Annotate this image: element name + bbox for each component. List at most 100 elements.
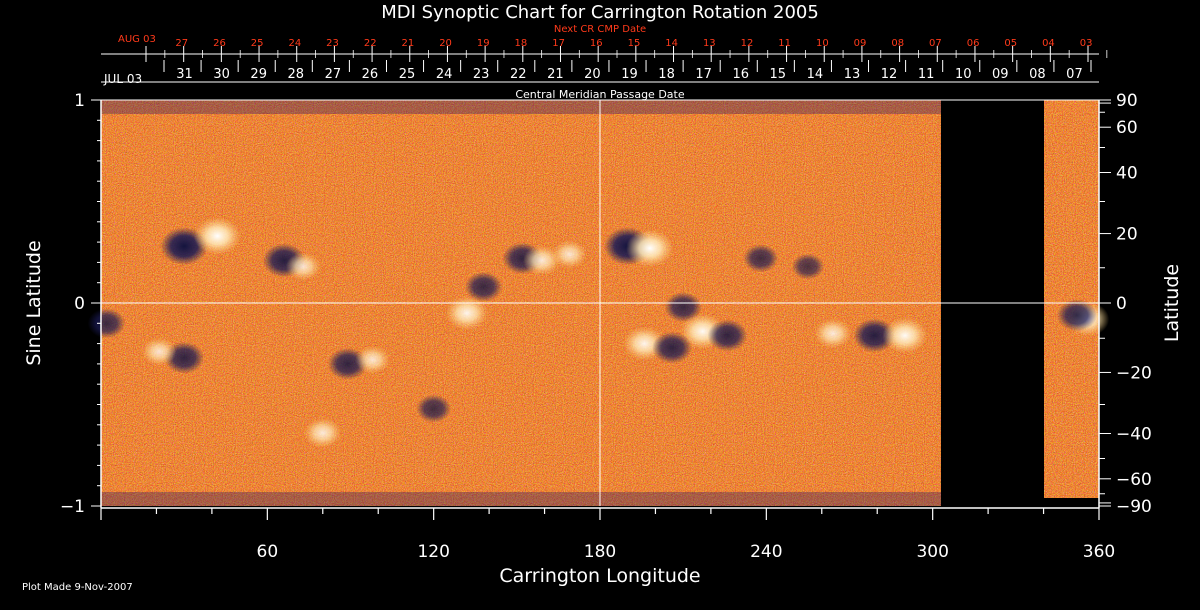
next-cr-date-label: 23: [326, 38, 339, 49]
region-negative-15: [652, 331, 693, 364]
region-negative-26: [1056, 299, 1097, 332]
x-tick-label: 120: [417, 542, 449, 562]
region-positive-7: [523, 245, 561, 276]
next-cr-date-label: 14: [665, 38, 678, 49]
y-tick-label-right: 0: [1116, 294, 1127, 314]
next-cr-date-label: 15: [628, 38, 641, 49]
cmp-date-label: 12: [881, 67, 898, 82]
cmp-date-label: 16: [732, 67, 749, 82]
cmp-date-label: 28: [288, 67, 305, 82]
cmp-date-label: 15: [770, 67, 787, 82]
polar-band-0: [101, 100, 941, 114]
date-axes: AUG 03 27 26 25 24 23 22 21 20 19 18 17 16 15 14 13 12 11…: [101, 34, 1108, 86]
active-regions: [87, 100, 1110, 506]
region-negative-27: [743, 244, 779, 273]
region-positive-20: [141, 337, 177, 366]
y-tick-label-left: −1: [60, 497, 85, 517]
y-tick-label-right: 90: [1116, 91, 1138, 111]
cmp-date-label: 24: [436, 67, 453, 82]
cmp-date-label: 25: [399, 67, 416, 82]
region-negative-28: [791, 253, 825, 280]
y-tick-label-right: 40: [1116, 164, 1138, 184]
y-tick-label-right: −40: [1116, 424, 1152, 444]
cmp-date-label: 14: [807, 67, 824, 82]
y-axis-title-right: Latitude: [1161, 264, 1183, 342]
next-cr-date-label: 25: [251, 38, 264, 49]
x-tick-label: 240: [750, 542, 782, 562]
cmp-date-label: 17: [695, 67, 712, 82]
region-negative-23: [416, 394, 452, 423]
next-cr-date-label: 20: [439, 38, 452, 49]
next-cr-date-label: 10: [816, 38, 829, 49]
next-cr-date-label: 06: [967, 38, 980, 49]
y-tick-label-left: 1: [74, 91, 85, 111]
next-cr-date-label: 26: [213, 38, 226, 49]
cmp-date-label: 08: [1029, 67, 1046, 82]
cmp-date-label: 19: [621, 67, 638, 82]
next-cr-date-label: 22: [364, 38, 377, 49]
cmp-date-label: 18: [658, 67, 675, 82]
region-negative-29: [87, 308, 126, 339]
next-cr-date-label: 21: [402, 38, 415, 49]
cmp-date-label: 23: [473, 67, 490, 82]
cmp-date-label: 21: [547, 67, 564, 82]
next-cr-date-label: 27: [175, 38, 188, 49]
region-positive-22: [355, 345, 391, 374]
cmp-date-label: 30: [213, 67, 230, 82]
region-negative-13: [707, 319, 748, 352]
y-axis-title-left: Sine Latitude: [23, 240, 45, 365]
polar-band-1: [101, 492, 941, 506]
region-positive-10: [626, 229, 674, 268]
region-negative-11: [664, 292, 702, 323]
x-tick-label: 60: [257, 542, 279, 562]
y-tick-label-right: −60: [1116, 470, 1152, 490]
next-cr-date-label: 17: [552, 38, 565, 49]
polar-bands: [101, 100, 941, 506]
next-cr-date-label: 03: [1080, 38, 1093, 49]
chart-title: MDI Synoptic Chart for Carrington Rotati…: [381, 2, 819, 23]
cmp-date-label: 26: [362, 67, 379, 82]
region-positive-5: [445, 296, 489, 331]
next-cr-date-label: 13: [703, 38, 716, 49]
region-positive-8: [552, 240, 587, 269]
y-tick-label-right: −20: [1116, 363, 1152, 383]
cmp-date-label: 13: [844, 67, 861, 82]
x-axis-title: Carrington Longitude: [499, 565, 700, 587]
next-cr-date-label: 09: [854, 38, 867, 49]
next-cr-axis-label: Next CR CMP Date: [554, 24, 646, 35]
cmp-date-label: 07: [1066, 67, 1083, 82]
region-negative-4: [464, 271, 503, 302]
y-tick-label-left: 0: [74, 294, 85, 314]
plot-frame: 60 120 180 240 300 360 1 0 −1 90 60 40 20 0 −20 −40 −60 −…: [60, 91, 1152, 562]
region-positive-24: [304, 417, 342, 448]
next-cr-date-label: 12: [741, 38, 754, 49]
region-positive-16: [814, 318, 852, 349]
next-cr-start-label: AUG 03: [118, 34, 156, 45]
next-cr-date-label: 18: [515, 38, 528, 49]
magnetogram-map-wrap: [1044, 100, 1099, 498]
x-tick-label: 180: [584, 542, 616, 562]
next-cr-date-label: 04: [1042, 38, 1055, 49]
cmp-date-label: 09: [992, 67, 1009, 82]
region-positive-18: [882, 317, 928, 354]
x-tick-label: 360: [1083, 542, 1115, 562]
next-cr-date-label: 05: [1004, 38, 1017, 49]
cmp-date-label: 10: [955, 67, 972, 82]
next-cr-date-label: 08: [891, 38, 904, 49]
x-tick-label: 300: [916, 542, 948, 562]
cmp-date-label: 31: [176, 67, 193, 82]
y-tick-label-right: −90: [1116, 497, 1152, 517]
cmp-date-label: 11: [918, 67, 935, 82]
plot-made-note: Plot Made 9-Nov-2007: [22, 582, 133, 593]
cmp-date-label: 27: [325, 67, 342, 82]
cmp-date-label: 29: [250, 67, 267, 82]
cmp-axis-label: Central Meridian Passage Date: [515, 88, 684, 101]
region-positive-1: [193, 217, 242, 255]
next-cr-date-label: 11: [778, 38, 791, 49]
map-texture-right: [1044, 100, 1099, 498]
region-positive-3: [285, 252, 321, 281]
cmp-start-label: JUL 03: [103, 72, 142, 86]
y-tick-label-right: 20: [1116, 225, 1138, 245]
cmp-date-label: 20: [584, 67, 601, 82]
